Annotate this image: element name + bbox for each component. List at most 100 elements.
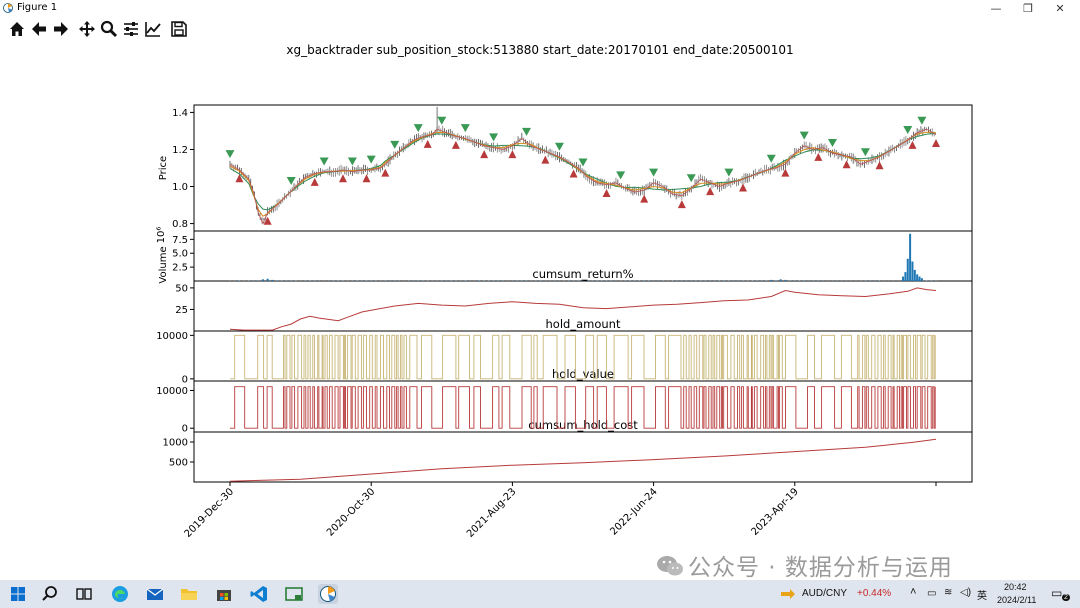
buy-signal-marker <box>541 155 550 164</box>
task-view-icon[interactable] <box>74 584 94 604</box>
ytick-label: 50 <box>175 283 188 294</box>
volume-bar <box>521 280 523 281</box>
sell-signal-marker <box>286 176 296 185</box>
battery-icon[interactable]: ▭ <box>927 588 937 599</box>
buy-signal-marker <box>814 152 823 161</box>
hold-amount-line <box>229 334 936 380</box>
store-icon[interactable] <box>214 584 234 604</box>
clock-date[interactable]: 2024/2/11 <box>997 595 1037 605</box>
sell-signal-marker <box>347 157 357 166</box>
volume-bar <box>596 280 598 281</box>
xtick-label: 2020-Oct-30 <box>325 486 377 538</box>
volume-bar <box>925 280 928 281</box>
configure-subplots-icon[interactable] <box>121 19 141 39</box>
buy-signal-marker <box>480 150 489 159</box>
hold-value-line <box>229 386 936 429</box>
wifi-icon[interactable]: ≋ <box>944 587 953 598</box>
sell-signal-marker <box>319 157 329 166</box>
volume-bar <box>304 280 306 281</box>
price-ylabel: Price <box>158 156 169 180</box>
speaker-icon[interactable]: ◁) <box>960 587 972 598</box>
ytick-label: 500 <box>169 458 188 469</box>
buy-signal-marker <box>781 168 790 177</box>
file-explorer-icon[interactable] <box>179 584 199 604</box>
input-language[interactable]: 英 <box>977 591 987 602</box>
ytick-label: 7.5 <box>172 235 188 246</box>
terminal-app-icon[interactable] <box>284 584 304 604</box>
volume-bar <box>568 280 570 281</box>
home-icon[interactable] <box>7 19 27 39</box>
buy-signal-marker <box>842 160 851 169</box>
volume-bar <box>271 279 274 281</box>
sell-signal-marker <box>649 168 659 177</box>
zoom-icon[interactable] <box>99 19 119 39</box>
minimize-button[interactable]: — <box>990 2 1002 15</box>
volume-bar <box>266 278 269 281</box>
volume-bar <box>464 280 466 281</box>
ytick-label: 10000 <box>156 331 188 342</box>
save-icon[interactable] <box>169 19 189 39</box>
buy-signal-marker <box>602 189 611 198</box>
volume-bar <box>441 280 443 281</box>
buy-signal-marker <box>739 183 748 192</box>
volume-bar <box>920 278 923 281</box>
panel-frame-price <box>193 104 973 232</box>
volume-bar <box>695 280 697 281</box>
volume-bar <box>257 280 259 281</box>
panel-title-cumsum_hold_cost: cumsum_hold_cost <box>528 418 638 432</box>
vscode-icon[interactable] <box>249 584 269 604</box>
windows-start-icon[interactable] <box>8 584 28 604</box>
cumsum-hold-cost-line <box>229 438 937 482</box>
volume-bar <box>342 280 344 281</box>
matplotlib-taskbar-icon[interactable] <box>318 584 338 604</box>
buy-signal-marker <box>677 200 686 209</box>
volume-bar <box>779 279 782 281</box>
buy-signal-marker <box>381 168 390 177</box>
buy-signal-marker <box>932 138 940 147</box>
volume-bar <box>930 280 932 281</box>
volume-scale-label: 10⁶ <box>156 227 167 244</box>
volume-bar <box>700 280 702 281</box>
panel-title-hold_value: hold_value <box>552 367 614 381</box>
sell-signal-marker <box>366 155 376 164</box>
backtest-figure: xg_backtrader sub_position_stock:513880 … <box>156 43 973 540</box>
volume-bar <box>902 276 905 281</box>
mail-icon[interactable] <box>145 584 165 604</box>
pan-icon[interactable] <box>77 19 97 39</box>
ytick-label: 1.2 <box>172 145 188 156</box>
volume-bar <box>906 258 909 281</box>
forward-arrow-icon[interactable] <box>51 19 71 39</box>
tray-chevron-icon[interactable]: ˄ <box>910 586 917 598</box>
ytick-label: 2.5 <box>172 263 188 274</box>
search-icon[interactable] <box>40 584 60 604</box>
volume-bar <box>794 280 796 281</box>
watermark-text: 公众号 · 数据分析与运用 <box>656 548 953 582</box>
volume-bar <box>332 280 335 281</box>
volume-bar <box>913 269 916 281</box>
sell-signal-marker <box>903 126 913 135</box>
volume-bar <box>718 280 721 281</box>
buy-signal-marker <box>706 187 715 196</box>
sell-signal-marker <box>225 150 235 159</box>
volume-bar <box>478 280 481 281</box>
buy-signal-marker <box>569 169 578 178</box>
sell-signal-marker <box>917 116 927 125</box>
xtick-label: 2019-Dec-30 <box>183 486 237 540</box>
ytick-label: 0.8 <box>172 219 188 230</box>
volume-bar <box>488 280 490 281</box>
edit-axis-icon[interactable] <box>143 19 163 39</box>
buy-signal-marker <box>310 177 319 186</box>
window-titlebar: Figure 1 — ❐ ✕ <box>0 0 1080 17</box>
close-button[interactable]: ✕ <box>1055 2 1065 15</box>
sell-signal-marker <box>554 142 564 151</box>
notification-icon[interactable]: ▭ <box>1051 586 1063 600</box>
clock-time[interactable]: 20:42 <box>1004 582 1027 592</box>
restore-button[interactable]: ❐ <box>1023 2 1033 15</box>
back-arrow-icon[interactable] <box>29 19 49 39</box>
sell-signal-marker <box>460 124 470 133</box>
cumsum-return-line <box>229 287 937 331</box>
edge-browser-icon[interactable] <box>110 584 130 604</box>
volume-bar <box>587 280 589 281</box>
window-title: Figure 1 <box>17 2 58 13</box>
sell-signal-marker <box>522 127 532 136</box>
